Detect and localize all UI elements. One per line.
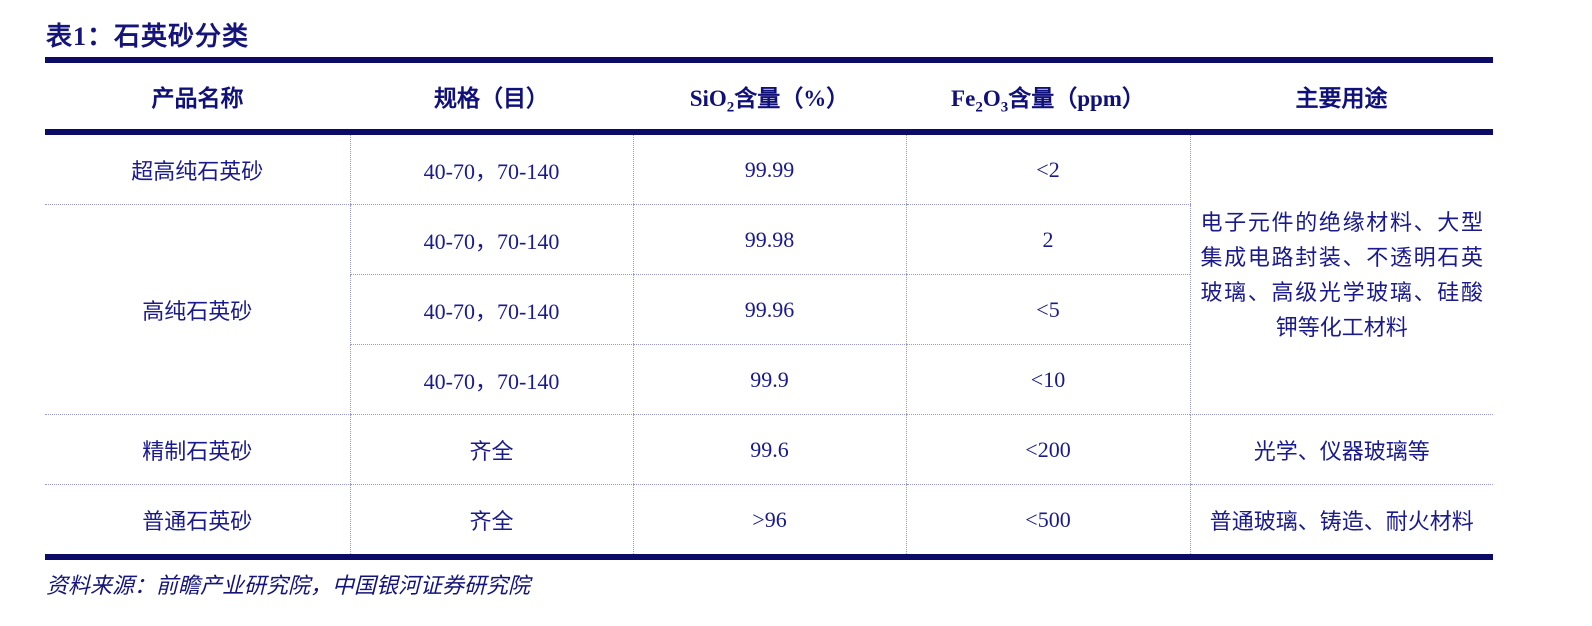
- cell-spec: 40-70，70-140: [349, 204, 633, 275]
- column-header-use: 主要用途: [1190, 60, 1493, 135]
- fe2o3-formula: Fe: [951, 86, 976, 111]
- cell-fe2o3: <500: [905, 484, 1190, 558]
- cell-fe2o3: <2: [905, 132, 1190, 205]
- table-title: 表1：石英砂分类: [46, 22, 250, 51]
- cell-spec: 40-70，70-140: [349, 132, 633, 205]
- table-row: 普通石英砂 齐全 >96 <500 普通玻璃、铸造、耐火材料: [45, 484, 1493, 558]
- header-row: 产品名称 规格（目） SiO2含量（%） Fe2O3含量（ppm） 主要用途: [45, 60, 1493, 135]
- cell-sio2: 99.6: [632, 414, 906, 485]
- table-row: 精制石英砂 齐全 99.6 <200 光学、仪器玻璃等: [45, 414, 1493, 485]
- quartz-sand-classification-table: 产品名称 规格（目） SiO2含量（%） Fe2O3含量（ppm） 主要用途 超…: [45, 57, 1493, 560]
- cell-product-merged: 高纯石英砂: [45, 204, 350, 415]
- cell-fe2o3: <200: [905, 414, 1190, 485]
- table-row: 超高纯石英砂 40-70，70-140 99.99 <2 电子元件的绝缘材料、大…: [45, 132, 1493, 415]
- column-header-spec: 规格（目）: [350, 60, 633, 135]
- table-body: 超高纯石英砂 40-70，70-140 99.99 <2 电子元件的绝缘材料、大…: [45, 132, 1493, 558]
- table-row: 40-70，70-140 99.9 <10: [45, 344, 1493, 415]
- cell-sio2: >96: [632, 484, 906, 558]
- cell-use: 光学、仪器玻璃等: [1189, 414, 1493, 485]
- cell-sio2: 99.9: [632, 344, 906, 415]
- fe2o3-subscript-3: 3: [1000, 99, 1009, 116]
- cell-spec: 齐全: [349, 484, 633, 558]
- cell-fe2o3: <10: [905, 344, 1190, 415]
- fe2o3-label: 含量（ppm）: [1008, 86, 1145, 111]
- column-header-product: 产品名称: [45, 60, 350, 135]
- cell-spec: 齐全: [349, 414, 633, 485]
- cell-fe2o3: 2: [905, 204, 1190, 275]
- column-header-fe2o3: Fe2O3含量（ppm）: [906, 60, 1190, 135]
- cell-use-merged: 电子元件的绝缘材料、大型集成电路封装、不透明石英玻璃、高级光学玻璃、硅酸钾等化工…: [1189, 132, 1493, 415]
- fe2o3-subscript-2: 2: [975, 99, 983, 116]
- sio2-label: 含量（%）: [734, 86, 850, 111]
- sio2-formula: SiO: [689, 86, 727, 111]
- table-header: 产品名称 规格（目） SiO2含量（%） Fe2O3含量（ppm） 主要用途: [45, 60, 1493, 135]
- table-row: 40-70，70-140 99.96 <5: [45, 274, 1493, 345]
- cell-product: 超高纯石英砂: [45, 132, 350, 205]
- cell-sio2: 99.99: [632, 132, 906, 205]
- source-attribution: 资料来源：前瞻产业研究院，中国银河证券研究院: [46, 573, 531, 598]
- cell-product: 精制石英砂: [45, 414, 350, 485]
- cell-spec: 40-70，70-140: [349, 274, 633, 345]
- sio2-subscript: 2: [726, 99, 735, 116]
- cell-sio2: 99.98: [632, 204, 906, 275]
- column-header-sio2: SiO2含量（%）: [633, 60, 906, 135]
- cell-spec: 40-70，70-140: [349, 344, 633, 415]
- cell-fe2o3: <5: [905, 274, 1190, 345]
- table-row: 高纯石英砂 40-70，70-140 99.98 2: [45, 204, 1493, 415]
- cell-use: 普通玻璃、铸造、耐火材料: [1189, 484, 1493, 558]
- fe2o3-oxygen: O: [982, 86, 1001, 111]
- cell-product: 普通石英砂: [45, 484, 350, 558]
- cell-sio2: 99.96: [632, 274, 906, 345]
